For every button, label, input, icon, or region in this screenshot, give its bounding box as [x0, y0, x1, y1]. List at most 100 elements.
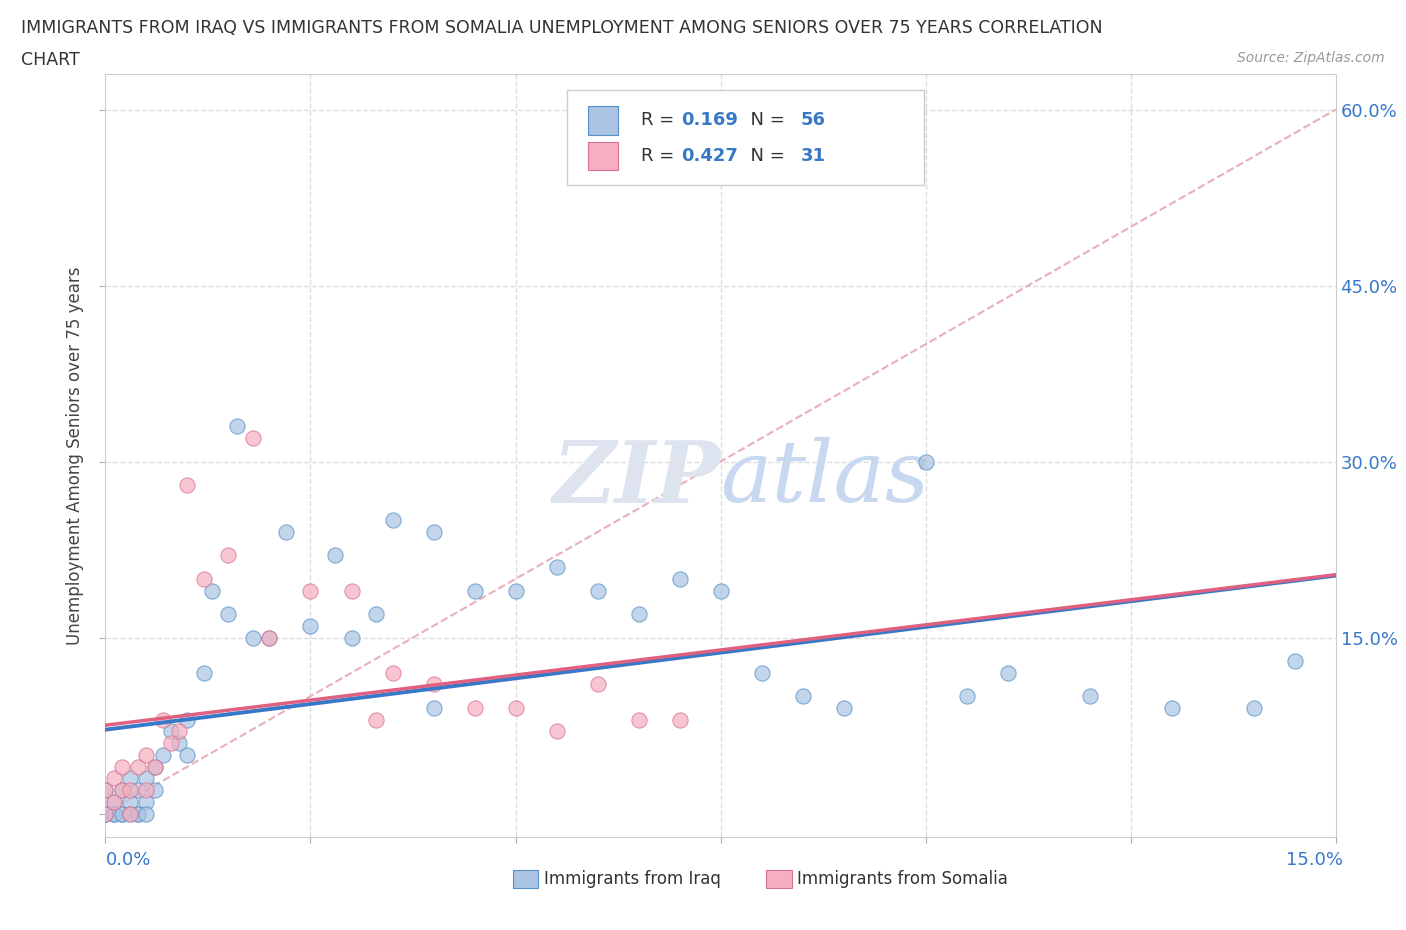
Point: [218, 606, 240, 621]
Text: Source: ZipAtlas.com: Source: ZipAtlas.com: [1237, 51, 1385, 65]
Point: [111, 783, 134, 798]
Point: [127, 783, 149, 798]
Point: [103, 794, 125, 809]
Point: [201, 583, 224, 598]
Point: [299, 583, 322, 598]
Text: IMMIGRANTS FROM IRAQ VS IMMIGRANTS FROM SOMALIA UNEMPLOYMENT AMONG SENIORS OVER : IMMIGRANTS FROM IRAQ VS IMMIGRANTS FROM …: [21, 19, 1102, 36]
Point: [751, 665, 773, 680]
Point: [1284, 654, 1306, 669]
Point: [94, 806, 117, 821]
Point: [366, 712, 388, 727]
Point: [586, 583, 609, 598]
Point: [381, 512, 404, 527]
Point: [668, 571, 690, 586]
Point: [1078, 689, 1101, 704]
Point: [422, 677, 444, 692]
Text: ZIP: ZIP: [553, 437, 721, 520]
Bar: [588, 106, 619, 135]
Point: [176, 478, 198, 493]
Point: [225, 418, 247, 433]
Text: CHART: CHART: [21, 51, 80, 69]
Point: [193, 571, 215, 586]
Point: [103, 794, 125, 809]
Text: 56: 56: [800, 112, 825, 129]
Point: [299, 618, 322, 633]
Point: [176, 712, 198, 727]
Point: [1160, 700, 1182, 715]
Point: [135, 748, 157, 763]
Point: [242, 631, 264, 645]
Point: [135, 771, 157, 786]
Point: [94, 806, 117, 821]
Point: [143, 759, 166, 774]
Point: [94, 806, 117, 821]
Point: [193, 665, 215, 680]
Point: [422, 700, 444, 715]
Point: [103, 806, 125, 821]
Point: [152, 748, 174, 763]
Text: 0.427: 0.427: [682, 147, 738, 165]
Point: [135, 783, 157, 798]
Point: [546, 724, 568, 738]
Bar: [588, 141, 619, 170]
Point: [143, 783, 166, 798]
Point: [111, 783, 134, 798]
Point: [381, 665, 404, 680]
Point: [120, 806, 141, 821]
Point: [464, 700, 486, 715]
Text: 0.0%: 0.0%: [105, 851, 150, 870]
Point: [160, 736, 183, 751]
Point: [505, 700, 527, 715]
Text: R =: R =: [641, 112, 679, 129]
Point: [546, 560, 568, 575]
Point: [627, 606, 650, 621]
Text: 15.0%: 15.0%: [1285, 851, 1343, 870]
Point: [832, 700, 855, 715]
Point: [127, 759, 149, 774]
Point: [323, 548, 346, 563]
Point: [103, 806, 125, 821]
Text: N =: N =: [740, 112, 790, 129]
Text: Immigrants from Somalia: Immigrants from Somalia: [797, 870, 1008, 888]
Text: 31: 31: [800, 147, 825, 165]
Point: [956, 689, 979, 704]
Point: [176, 748, 198, 763]
Point: [120, 771, 141, 786]
Point: [169, 736, 191, 751]
Text: Immigrants from Iraq: Immigrants from Iraq: [544, 870, 721, 888]
Point: [120, 806, 141, 821]
Point: [1243, 700, 1265, 715]
FancyBboxPatch shape: [567, 89, 924, 185]
Point: [422, 525, 444, 539]
Point: [94, 783, 117, 798]
Text: N =: N =: [740, 147, 790, 165]
Point: [94, 783, 117, 798]
Point: [627, 712, 650, 727]
Point: [103, 771, 125, 786]
Text: 0.169: 0.169: [682, 112, 738, 129]
Point: [586, 677, 609, 692]
Point: [997, 665, 1019, 680]
Point: [242, 431, 264, 445]
Point: [340, 583, 363, 598]
Point: [259, 631, 281, 645]
Point: [169, 724, 191, 738]
Point: [792, 689, 814, 704]
Point: [340, 631, 363, 645]
Point: [111, 806, 134, 821]
Point: [120, 783, 141, 798]
Point: [120, 794, 141, 809]
Point: [111, 806, 134, 821]
Point: [152, 712, 174, 727]
Point: [135, 794, 157, 809]
Point: [127, 806, 149, 821]
Point: [143, 759, 166, 774]
Text: R =: R =: [641, 147, 679, 165]
Point: [464, 583, 486, 598]
Point: [274, 525, 297, 539]
Y-axis label: Unemployment Among Seniors over 75 years: Unemployment Among Seniors over 75 years: [66, 267, 84, 644]
Point: [160, 724, 183, 738]
Point: [127, 806, 149, 821]
Point: [111, 759, 134, 774]
Point: [710, 583, 733, 598]
